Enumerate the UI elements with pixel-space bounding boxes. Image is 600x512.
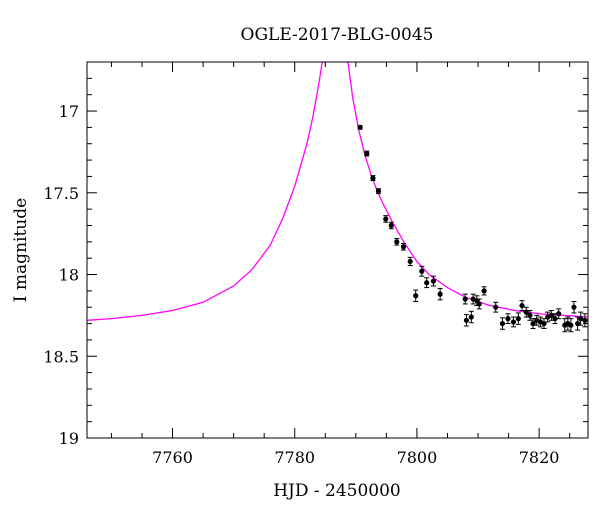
x-tick-label: 7760 bbox=[152, 448, 193, 467]
point-marker bbox=[476, 301, 482, 307]
point-marker bbox=[400, 244, 407, 250]
data-point bbox=[364, 150, 370, 157]
data-point bbox=[463, 314, 470, 327]
point-marker bbox=[437, 291, 443, 297]
model-curve bbox=[87, 62, 588, 321]
data-point bbox=[505, 313, 511, 325]
data-point bbox=[424, 277, 430, 289]
point-marker bbox=[568, 322, 574, 328]
data-point bbox=[357, 124, 363, 130]
point-marker bbox=[430, 278, 437, 284]
data-point bbox=[571, 300, 577, 314]
point-marker bbox=[357, 124, 363, 130]
data-point bbox=[582, 313, 588, 328]
data-point bbox=[413, 289, 419, 302]
x-tick-label: 7800 bbox=[397, 448, 438, 467]
data-point bbox=[388, 221, 394, 230]
data-point bbox=[468, 310, 474, 324]
x-tick-label: 7780 bbox=[274, 448, 315, 467]
data-point bbox=[568, 318, 574, 333]
data-point bbox=[476, 298, 482, 310]
point-marker bbox=[505, 316, 511, 322]
data-point bbox=[515, 312, 521, 325]
data-point bbox=[400, 242, 407, 251]
point-marker bbox=[394, 239, 400, 245]
data-point bbox=[493, 301, 499, 313]
data-point bbox=[430, 275, 437, 287]
point-marker bbox=[510, 319, 517, 325]
y-tick-label: 18 bbox=[59, 266, 79, 285]
point-marker bbox=[468, 314, 474, 320]
point-marker bbox=[463, 317, 470, 323]
point-marker bbox=[424, 280, 430, 286]
point-marker bbox=[364, 150, 370, 157]
data-point bbox=[519, 300, 525, 311]
y-tick-label: 17 bbox=[59, 102, 79, 121]
point-marker bbox=[515, 316, 521, 322]
data-point bbox=[534, 314, 540, 326]
point-marker bbox=[578, 316, 584, 322]
data-points bbox=[357, 124, 588, 333]
axis-ticks bbox=[87, 61, 588, 439]
point-marker bbox=[582, 317, 588, 323]
data-point bbox=[375, 188, 382, 195]
tick-labels: 7760 7780 7800 7820 17 17.5 18 18.5 19 bbox=[43, 102, 559, 467]
y-tick-label: 17.5 bbox=[43, 184, 79, 203]
data-point bbox=[394, 238, 400, 246]
point-marker bbox=[413, 293, 419, 299]
point-marker bbox=[556, 311, 562, 317]
data-point bbox=[383, 215, 389, 223]
data-point bbox=[510, 316, 517, 328]
point-marker bbox=[519, 302, 525, 309]
x-tick-label: 7820 bbox=[519, 448, 560, 467]
point-marker bbox=[375, 188, 382, 194]
data-point bbox=[575, 316, 581, 331]
point-marker bbox=[407, 258, 413, 265]
data-point bbox=[527, 309, 533, 321]
data-point bbox=[462, 293, 468, 305]
data-point bbox=[437, 287, 443, 301]
plot-frame bbox=[86, 61, 589, 439]
plot-area bbox=[87, 62, 588, 333]
data-point bbox=[499, 317, 506, 330]
point-marker bbox=[493, 304, 499, 310]
chart-title: OGLE-2017-BLG-0045 bbox=[241, 25, 434, 45]
y-axis-label: I magnitude bbox=[11, 198, 31, 302]
y-tick-label: 19 bbox=[59, 429, 79, 448]
data-point bbox=[481, 286, 487, 296]
y-tick-label: 18.5 bbox=[43, 347, 79, 366]
point-marker bbox=[481, 288, 487, 294]
data-point bbox=[578, 311, 584, 326]
point-marker bbox=[383, 216, 389, 222]
data-point bbox=[556, 308, 562, 320]
point-marker bbox=[499, 320, 506, 327]
point-marker bbox=[370, 175, 376, 181]
data-point bbox=[407, 256, 413, 267]
data-point bbox=[419, 265, 425, 277]
point-marker bbox=[552, 316, 558, 322]
point-marker bbox=[462, 296, 468, 302]
data-point bbox=[370, 175, 376, 182]
x-axis-label: HJD - 2450000 bbox=[273, 481, 401, 501]
point-marker bbox=[388, 222, 394, 229]
point-marker bbox=[571, 304, 577, 310]
point-marker bbox=[419, 268, 425, 274]
point-marker bbox=[527, 312, 533, 318]
